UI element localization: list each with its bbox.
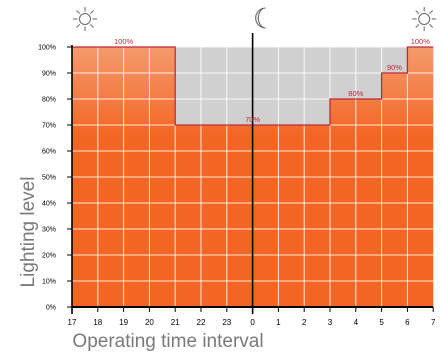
step-line <box>72 46 434 126</box>
sun-icon-disc <box>418 13 431 25</box>
sun-icon-disc <box>79 13 91 25</box>
y-tick-label: 50% <box>42 175 56 182</box>
x-tick-label: 17 <box>68 318 77 327</box>
y-tick-label: 0% <box>46 305 56 312</box>
segment-label: 70% <box>245 115 260 124</box>
sun-icon-ray <box>76 10 81 15</box>
y-axis-title: Lighting level <box>18 177 39 288</box>
x-tick-label: 19 <box>119 318 128 327</box>
y-tick-label: 30% <box>42 227 56 234</box>
y-tick-label: 90% <box>42 71 56 78</box>
sun-icon-ray <box>429 10 434 15</box>
y-tick-label: 60% <box>42 149 56 156</box>
x-tick-label: 20 <box>145 318 154 327</box>
sun-icon-ray <box>89 23 94 28</box>
sun-icon-ray <box>415 23 420 28</box>
segment-label: 100% <box>411 37 431 46</box>
sun-icon-ray <box>429 23 434 28</box>
x-tick-label: 7 <box>431 318 436 327</box>
x-tick-label: 3 <box>328 318 333 327</box>
moon-icon <box>255 7 266 29</box>
y-tick-label: 100% <box>38 45 56 52</box>
x-tick-label: 2 <box>302 318 307 327</box>
y-tick-label: 40% <box>42 201 56 208</box>
sun-icon-ray <box>89 10 94 15</box>
sun-icon-ray <box>76 23 81 28</box>
segment-label: 100% <box>114 37 134 46</box>
x-tick-label: 23 <box>222 318 231 327</box>
y-tick-label: 20% <box>42 253 56 260</box>
segment-label: 90% <box>387 63 402 72</box>
x-axis-title: Operating time interval <box>72 331 263 352</box>
segment-label: 80% <box>348 89 363 98</box>
sun-icon <box>73 7 97 31</box>
y-tick-label: 70% <box>42 123 56 130</box>
sun-icon <box>412 7 437 31</box>
y-tick-label: 80% <box>42 97 56 104</box>
x-tick-label: 1 <box>276 318 281 327</box>
x-tick-label: 22 <box>197 318 206 327</box>
x-tick-label: 18 <box>93 318 102 327</box>
sun-icon-ray <box>415 10 420 15</box>
x-tick-label: 6 <box>405 318 410 327</box>
x-tick-label: 0 <box>250 318 255 327</box>
x-tick-label: 5 <box>379 318 384 327</box>
y-tick-label: 10% <box>42 279 56 286</box>
x-tick-label: 4 <box>354 318 359 327</box>
x-tick-label: 21 <box>171 318 180 327</box>
